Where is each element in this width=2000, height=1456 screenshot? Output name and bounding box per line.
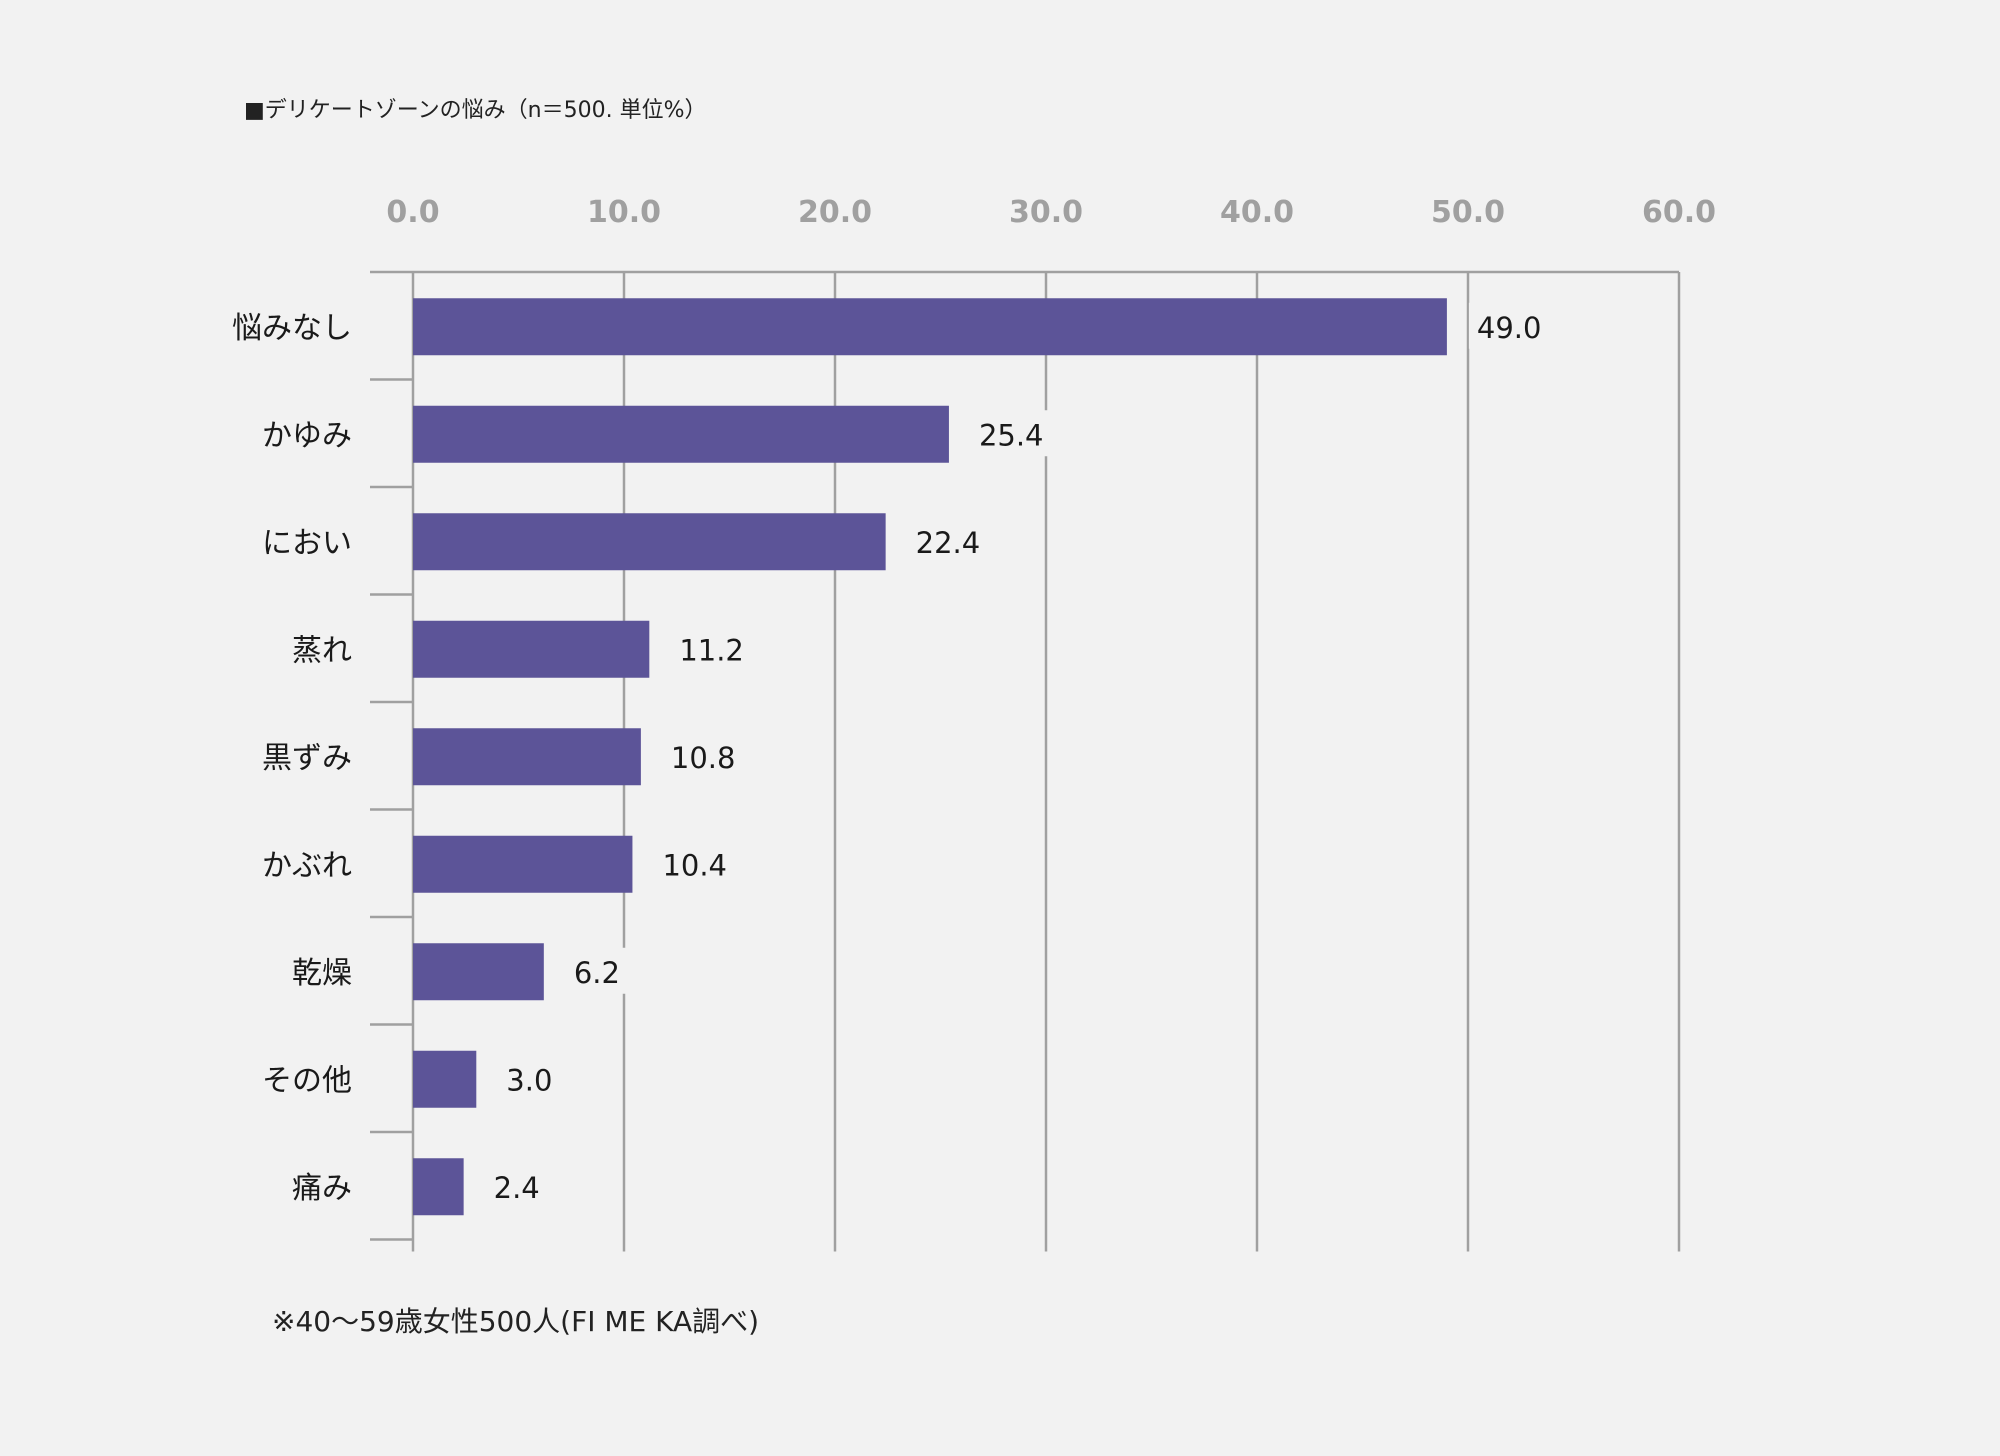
- category-label: その他: [262, 1063, 352, 1098]
- bar: [413, 405, 949, 463]
- value-label-backdrop: [970, 410, 1055, 457]
- value-label: 10.4: [662, 848, 727, 882]
- x-tick-label: 60.0: [1642, 195, 1716, 230]
- value-label: 11.2: [679, 633, 744, 667]
- x-tick-labels: 0.0 10.0 20.0 30.0 40.0 50.0 60.0: [386, 195, 1716, 230]
- value-label: 6.2: [574, 956, 620, 990]
- bar: [413, 513, 886, 571]
- category-label: 悩みなし: [232, 311, 352, 346]
- x-tick-label: 20.0: [798, 195, 872, 230]
- value-label-backdrop: [907, 517, 992, 564]
- value-label: 3.0: [506, 1063, 552, 1097]
- bar: [413, 835, 633, 893]
- value-label-backdrop: [1468, 302, 1553, 349]
- category-label: 乾燥: [292, 956, 352, 991]
- x-tick-label: 10.0: [587, 195, 661, 230]
- value-label-backdrop: [498, 1055, 566, 1102]
- value-label-backdrop: [662, 732, 747, 779]
- x-tick-label: 0.0: [386, 195, 439, 230]
- bar: [413, 1158, 464, 1216]
- value-label-backdrop: [565, 947, 633, 994]
- value-label-backdrop: [654, 840, 739, 887]
- category-label: 黒ずみ: [262, 741, 352, 776]
- x-tick-label: 50.0: [1431, 195, 1505, 230]
- category-label: 蒸れ: [292, 633, 352, 668]
- category-label: かぶれ: [262, 848, 352, 883]
- chart-title: ■デリケートゾーンの悩み（n＝500. 単位%）: [244, 98, 707, 123]
- footnote: ※40〜59歳女性500人(FI ME KA調べ): [272, 1305, 760, 1338]
- category-label: 痛み: [292, 1171, 352, 1206]
- value-label: 25.4: [979, 418, 1044, 452]
- value-label-backdrop: [485, 1162, 553, 1209]
- bar: [413, 943, 544, 1001]
- value-label: 2.4: [494, 1171, 540, 1205]
- bar: [413, 620, 650, 678]
- value-label-backdrop: [671, 625, 756, 672]
- value-label: 49.0: [1477, 311, 1542, 345]
- value-label: 10.8: [671, 741, 736, 775]
- category-label: かゆみ: [262, 418, 352, 453]
- value-label: 22.4: [916, 526, 981, 560]
- bar: [413, 728, 641, 786]
- x-tick-label: 40.0: [1220, 195, 1294, 230]
- bar: [413, 298, 1447, 356]
- bar: [413, 1050, 477, 1108]
- x-tick-label: 30.0: [1009, 195, 1083, 230]
- bars: [413, 298, 1447, 1216]
- value-labels: 49.0 25.4 22.4 11.2 10.8 10.4 6.2 3.0 2.4: [485, 302, 1553, 1209]
- category-label: におい: [262, 526, 352, 561]
